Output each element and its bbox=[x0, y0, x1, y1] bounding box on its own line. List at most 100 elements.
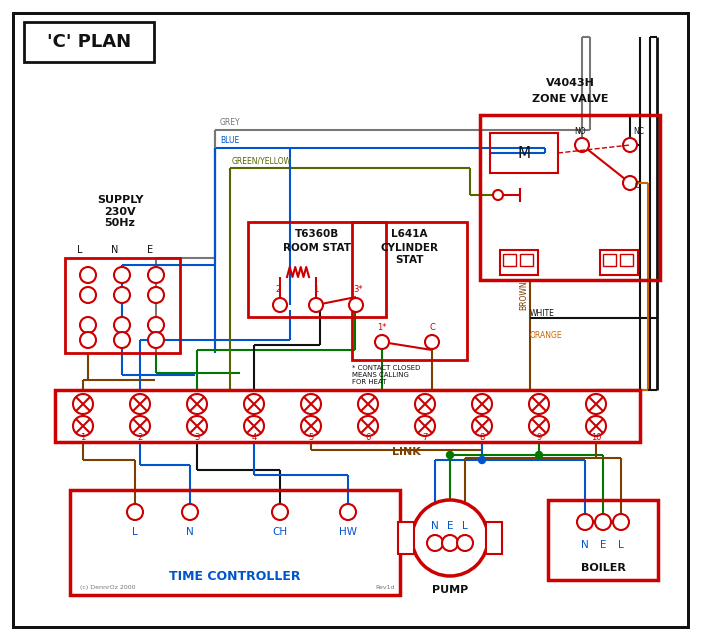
Circle shape bbox=[375, 335, 389, 349]
Text: NO: NO bbox=[574, 126, 585, 135]
Circle shape bbox=[457, 535, 473, 551]
Circle shape bbox=[187, 394, 207, 414]
Circle shape bbox=[301, 394, 321, 414]
Bar bbox=[490, 133, 558, 173]
Text: LINK: LINK bbox=[392, 447, 420, 457]
Circle shape bbox=[272, 504, 288, 520]
Text: ROOM STAT: ROOM STAT bbox=[283, 243, 351, 253]
Text: CYLINDER
STAT: CYLINDER STAT bbox=[380, 243, 438, 265]
Circle shape bbox=[623, 138, 637, 152]
Circle shape bbox=[130, 416, 150, 436]
Bar bbox=[248, 222, 386, 317]
Circle shape bbox=[358, 416, 378, 436]
Circle shape bbox=[586, 416, 606, 436]
Circle shape bbox=[529, 416, 549, 436]
Bar bbox=[352, 222, 467, 360]
Bar bbox=[55, 390, 640, 442]
Circle shape bbox=[340, 504, 356, 520]
Circle shape bbox=[130, 394, 150, 414]
Text: 10: 10 bbox=[591, 433, 601, 442]
Circle shape bbox=[415, 416, 435, 436]
Circle shape bbox=[358, 394, 378, 414]
Text: L: L bbox=[77, 245, 83, 255]
Text: M: M bbox=[517, 146, 531, 160]
Circle shape bbox=[148, 317, 164, 333]
Circle shape bbox=[623, 176, 637, 190]
Text: E: E bbox=[147, 245, 153, 255]
Bar bbox=[486, 522, 502, 554]
Circle shape bbox=[114, 267, 130, 283]
Bar bbox=[548, 500, 658, 580]
Text: SUPPLY
230V
50Hz: SUPPLY 230V 50Hz bbox=[97, 195, 143, 228]
Text: Rev1d: Rev1d bbox=[376, 585, 395, 590]
Text: L641A: L641A bbox=[391, 229, 428, 239]
Circle shape bbox=[472, 394, 492, 414]
Text: TIME CONTROLLER: TIME CONTROLLER bbox=[169, 570, 300, 583]
Bar bbox=[500, 250, 538, 275]
Circle shape bbox=[244, 416, 264, 436]
Circle shape bbox=[187, 416, 207, 436]
Text: 1*: 1* bbox=[377, 322, 387, 331]
Text: BROWN: BROWN bbox=[519, 280, 529, 310]
Circle shape bbox=[114, 332, 130, 348]
Text: 'C' PLAN: 'C' PLAN bbox=[47, 33, 131, 51]
Circle shape bbox=[415, 394, 435, 414]
Bar bbox=[398, 522, 414, 554]
Text: WHITE: WHITE bbox=[530, 308, 555, 317]
Text: NC: NC bbox=[633, 126, 644, 135]
Text: V4043H: V4043H bbox=[545, 78, 595, 88]
Circle shape bbox=[427, 535, 443, 551]
Text: CH: CH bbox=[272, 527, 288, 537]
Text: E: E bbox=[446, 521, 453, 531]
Circle shape bbox=[349, 298, 363, 312]
Circle shape bbox=[493, 190, 503, 200]
Circle shape bbox=[479, 456, 486, 463]
Text: (c) DennrOz 2000: (c) DennrOz 2000 bbox=[80, 585, 135, 590]
Circle shape bbox=[127, 504, 143, 520]
Circle shape bbox=[273, 298, 287, 312]
Circle shape bbox=[595, 514, 611, 530]
Bar bbox=[620, 254, 633, 266]
Text: BOILER: BOILER bbox=[581, 563, 625, 573]
Text: 4: 4 bbox=[251, 433, 257, 442]
Circle shape bbox=[80, 287, 96, 303]
Text: PUMP: PUMP bbox=[432, 585, 468, 595]
Text: ZONE VALVE: ZONE VALVE bbox=[531, 94, 608, 104]
Text: 3: 3 bbox=[194, 433, 199, 442]
Circle shape bbox=[309, 298, 323, 312]
Circle shape bbox=[442, 535, 458, 551]
Text: L: L bbox=[618, 540, 624, 550]
Text: 2: 2 bbox=[275, 285, 281, 294]
Text: 2: 2 bbox=[138, 433, 143, 442]
Text: ORANGE: ORANGE bbox=[530, 331, 562, 340]
Bar bbox=[65, 258, 180, 353]
Text: GREY: GREY bbox=[220, 118, 241, 127]
Circle shape bbox=[182, 504, 198, 520]
Bar bbox=[503, 254, 516, 266]
Circle shape bbox=[586, 394, 606, 414]
Circle shape bbox=[73, 394, 93, 414]
Text: N: N bbox=[186, 527, 194, 537]
Text: N: N bbox=[581, 540, 589, 550]
Bar bbox=[70, 490, 400, 595]
Text: 1: 1 bbox=[80, 433, 86, 442]
Circle shape bbox=[148, 287, 164, 303]
Text: 6: 6 bbox=[365, 433, 371, 442]
Text: L: L bbox=[132, 527, 138, 537]
Circle shape bbox=[446, 451, 453, 458]
Circle shape bbox=[148, 267, 164, 283]
Circle shape bbox=[575, 138, 589, 152]
Text: 7: 7 bbox=[423, 433, 428, 442]
Circle shape bbox=[536, 451, 543, 458]
Text: 5: 5 bbox=[308, 433, 314, 442]
Text: E: E bbox=[600, 540, 607, 550]
Circle shape bbox=[148, 332, 164, 348]
Circle shape bbox=[425, 335, 439, 349]
Text: 8: 8 bbox=[479, 433, 484, 442]
Circle shape bbox=[301, 416, 321, 436]
Circle shape bbox=[80, 267, 96, 283]
Bar bbox=[600, 250, 638, 275]
Text: GREEN/YELLOW: GREEN/YELLOW bbox=[232, 156, 292, 165]
Bar bbox=[520, 254, 533, 266]
Bar bbox=[480, 115, 660, 280]
